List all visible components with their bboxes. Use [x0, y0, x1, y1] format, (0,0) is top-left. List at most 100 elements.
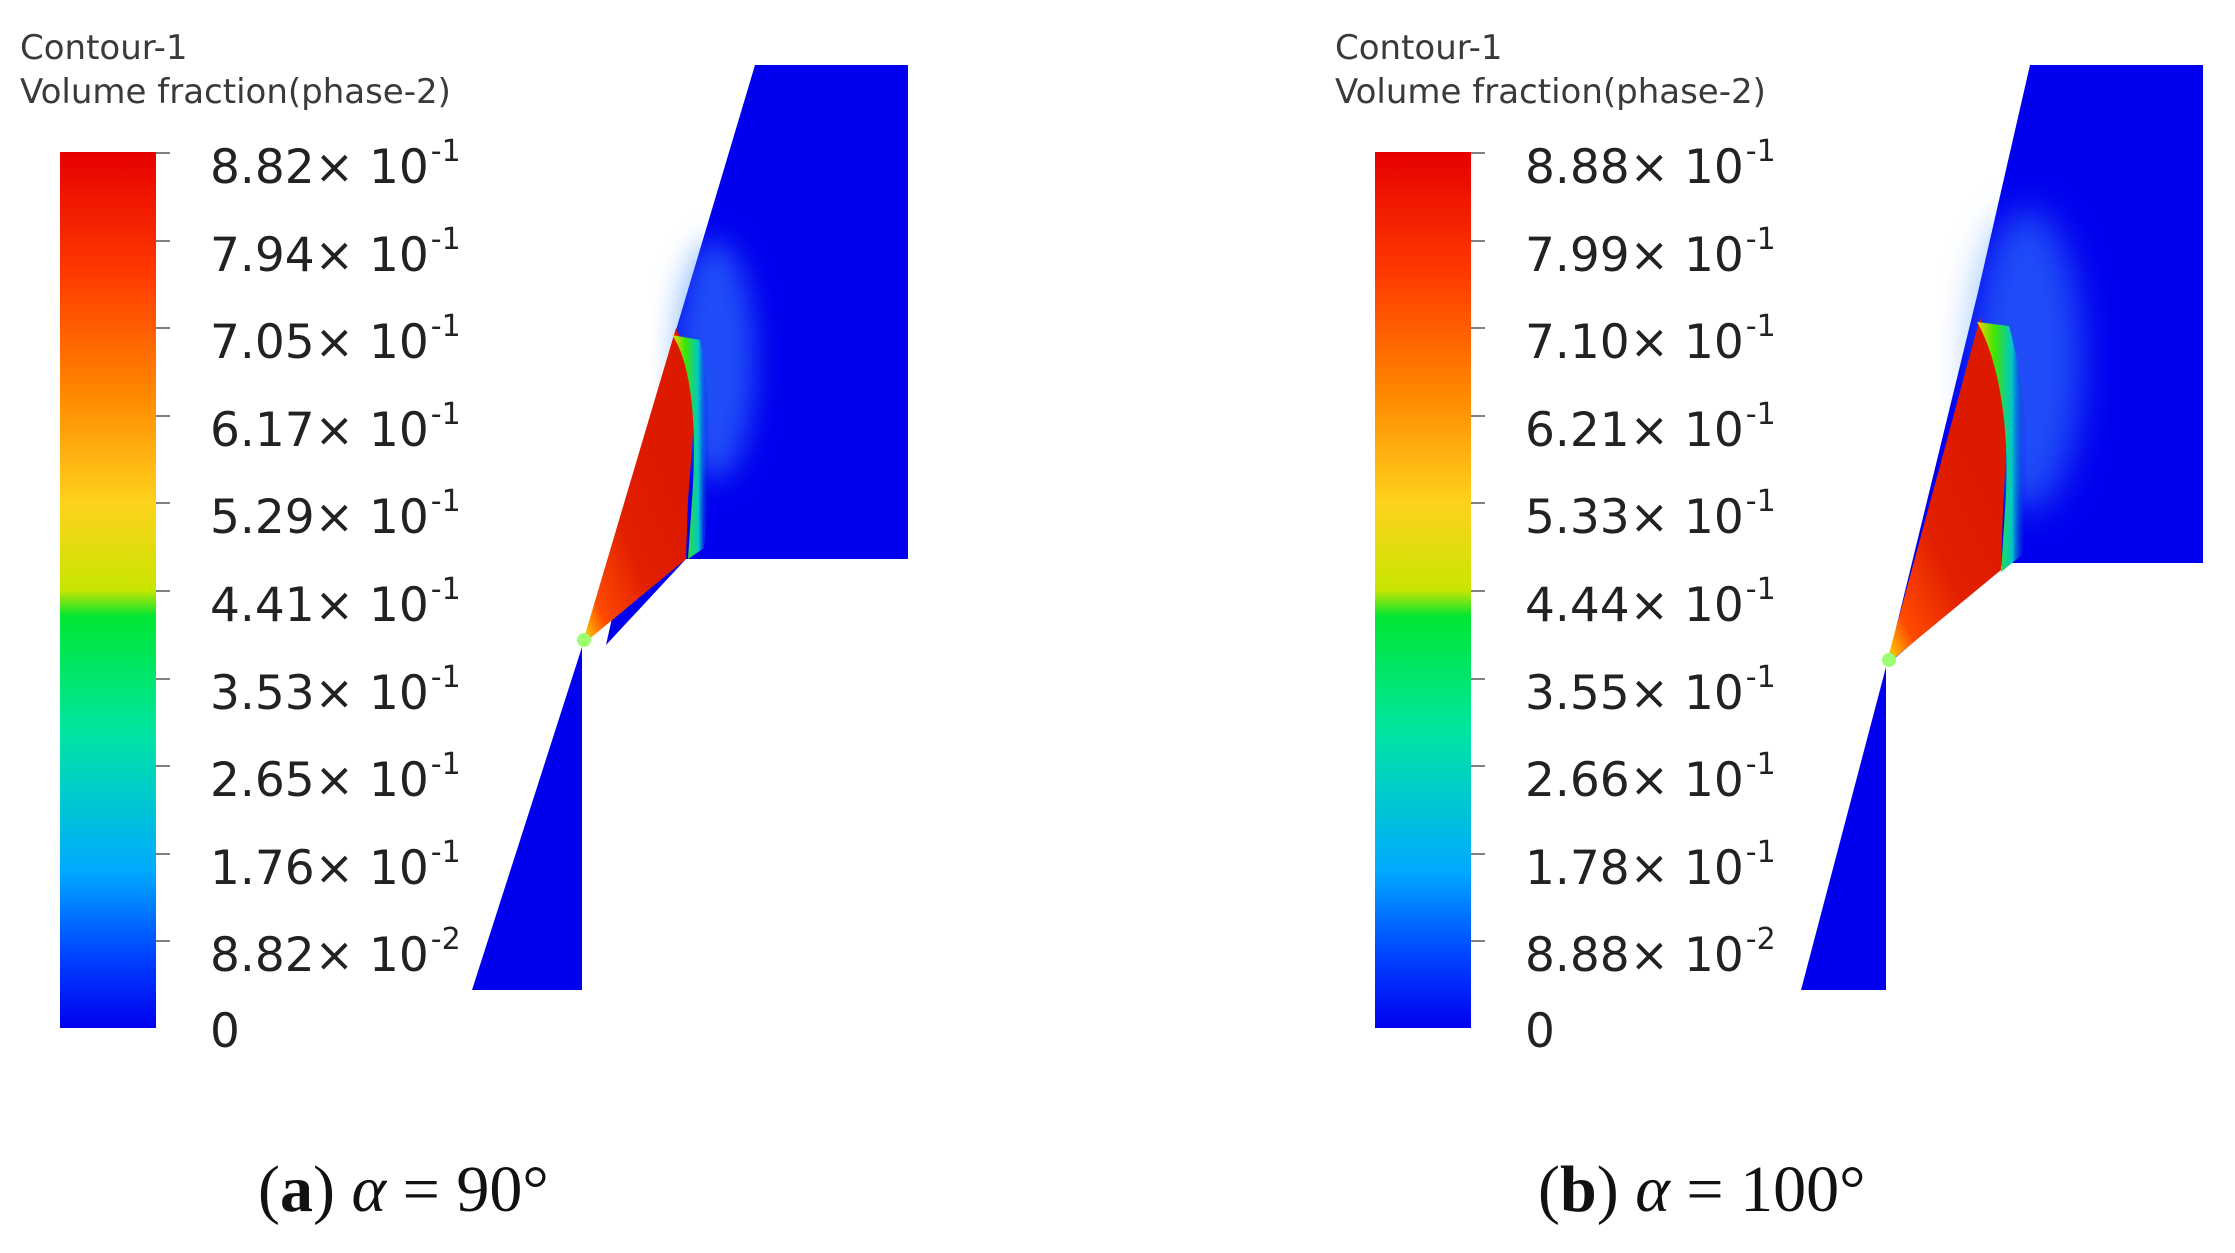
- tick-mantissa: 8.82: [210, 140, 315, 195]
- tick-mantissa: 7.10: [1525, 315, 1630, 371]
- tick-exponent: -2: [1745, 922, 1776, 958]
- colorbar-tick-mark: [156, 940, 170, 943]
- legend-title-line-2: Volume fraction(phase-2): [1335, 72, 1766, 112]
- phase-2-wedge: [1886, 318, 2007, 665]
- tick-exponent: -1: [1745, 834, 1776, 870]
- tick-mantissa: 0: [1525, 1004, 1555, 1059]
- tick-exponent: -1: [430, 134, 461, 169]
- tick-exponent: -1: [430, 572, 461, 607]
- tick-mantissa: 8.88: [1525, 140, 1630, 195]
- colorbar-tick-mark: [156, 239, 170, 242]
- tick-mantissa: 0: [210, 1004, 240, 1059]
- tick-base: × 10: [314, 840, 429, 896]
- colorbar-tick-label: 0: [210, 1007, 240, 1057]
- tick-exponent: -1: [1745, 221, 1776, 257]
- colorbar-tick-mark: [1471, 502, 1485, 505]
- interface-front: [1977, 322, 2027, 572]
- colorbar-tick-label: 7.05× 10-1: [210, 302, 461, 368]
- tick-base: × 10: [1629, 490, 1744, 546]
- tick-base: × 10: [1629, 315, 1744, 371]
- tick-exponent: -1: [430, 484, 461, 520]
- tick-base: × 10: [314, 402, 429, 458]
- colorbar-tick-mark: [156, 327, 170, 330]
- tick-base: × 10: [1629, 227, 1744, 283]
- colorbar-tick-label: 8.88× 10-2: [1525, 915, 1776, 981]
- lower-channel: [472, 647, 582, 990]
- colorbar-tick-mark: [1471, 590, 1485, 592]
- colorbar-tick-label: 3.55× 10-1: [1525, 653, 1776, 719]
- tick-mantissa: 8.82: [210, 928, 315, 984]
- colorbar-tick-mark: [156, 765, 170, 768]
- colorbar-tick-label: 4.41× 10-1: [210, 565, 461, 631]
- phase-2-wedge: [582, 328, 694, 645]
- colorbar: [1375, 152, 1471, 1028]
- tip-highlight: [577, 633, 591, 647]
- colorbar-tick-mark: [1471, 852, 1485, 855]
- tick-base: × 10: [1629, 402, 1744, 458]
- caption-label: a: [279, 1153, 313, 1226]
- tick-base: × 10: [314, 490, 429, 546]
- colorbar-tick-mark: [1471, 677, 1485, 680]
- tick-exponent: -1: [1745, 747, 1776, 783]
- tick-exponent: -1: [1745, 396, 1776, 432]
- tick-mantissa: 3.53: [210, 665, 315, 721]
- tick-exponent: -1: [430, 221, 461, 257]
- caption-value: 100°: [1740, 1153, 1866, 1226]
- tick-mantissa: 5.29: [210, 490, 315, 546]
- tick-mantissa: 1.78: [1525, 840, 1630, 896]
- tick-base: × 10: [314, 753, 429, 809]
- colorbar-tick-mark: [1471, 940, 1485, 943]
- tick-mantissa: 4.41: [210, 578, 315, 633]
- colorbar-tick-mark: [156, 502, 170, 505]
- tick-base: × 10: [314, 315, 429, 371]
- tick-exponent: -1: [430, 309, 461, 345]
- tick-mantissa: 1.76: [210, 840, 315, 896]
- tick-base: × 10: [314, 928, 429, 984]
- tick-mantissa: 8.88: [1525, 928, 1630, 984]
- contour-geometry: [472, 65, 908, 990]
- tick-exponent: -1: [430, 396, 461, 432]
- tick-mantissa: 3.55: [1525, 665, 1630, 721]
- colorbar-tick-label: 1.76× 10-1: [210, 828, 461, 894]
- tick-exponent: -1: [1745, 659, 1776, 695]
- colorbar-tick-label: 6.17× 10-1: [210, 390, 461, 456]
- tick-mantissa: 7.94: [210, 227, 315, 283]
- colorbar-tick-mark: [156, 414, 170, 417]
- caption-b: (b) α = 100°: [1538, 1153, 1866, 1226]
- tick-exponent: -1: [1745, 134, 1776, 169]
- legend-title-line-2: Volume fraction(phase-2): [20, 72, 451, 112]
- colorbar-tick-mark: [1471, 239, 1485, 242]
- colorbar-tick-label: 8.82× 10-1: [210, 127, 461, 193]
- tick-mantissa: 5.33: [1525, 490, 1630, 546]
- tick-exponent: -1: [430, 834, 461, 870]
- colorbar-tick-mark: [1471, 765, 1485, 768]
- colorbar-tick-label: 3.53× 10-1: [210, 653, 461, 719]
- tip-highlight: [1882, 653, 1896, 667]
- caption-value: 90°: [456, 1153, 549, 1226]
- colorbar-tick-label: 4.44× 10-1: [1525, 565, 1776, 631]
- colorbar-tick-mark: [156, 677, 170, 680]
- legend-title-line-1: Contour-1: [1335, 28, 1503, 68]
- tick-exponent: -1: [430, 747, 461, 783]
- colorbar-tick-label: 2.65× 10-1: [210, 740, 461, 806]
- interface-front: [672, 335, 710, 559]
- colorbar-tick-label: 7.10× 10-1: [1525, 302, 1776, 368]
- panel-b: Contour-1 Volume fraction(phase-2) 8.88×…: [1315, 0, 2235, 1253]
- colorbar-tick-mark: [156, 852, 170, 855]
- tick-base: × 10: [1629, 140, 1744, 195]
- tick-base: × 10: [314, 227, 429, 283]
- tick-mantissa: 7.05: [210, 315, 315, 371]
- tick-exponent: -1: [1745, 572, 1776, 607]
- colorbar-tick-mark: [156, 152, 170, 154]
- tick-exponent: -1: [1745, 309, 1776, 345]
- tick-base: × 10: [1629, 665, 1744, 721]
- legend-title: Contour-1 Volume fraction(phase-2): [20, 26, 451, 114]
- tick-mantissa: 2.66: [1525, 753, 1630, 809]
- tick-exponent: -1: [430, 659, 461, 695]
- tick-base: × 10: [1629, 578, 1744, 633]
- colorbar-tick-label: 7.99× 10-1: [1525, 215, 1776, 281]
- colorbar-tick-mark: [156, 590, 170, 592]
- tick-mantissa: 2.65: [210, 753, 315, 809]
- tick-mantissa: 6.17: [210, 402, 315, 458]
- colorbar-tick-label: 7.94× 10-1: [210, 215, 461, 281]
